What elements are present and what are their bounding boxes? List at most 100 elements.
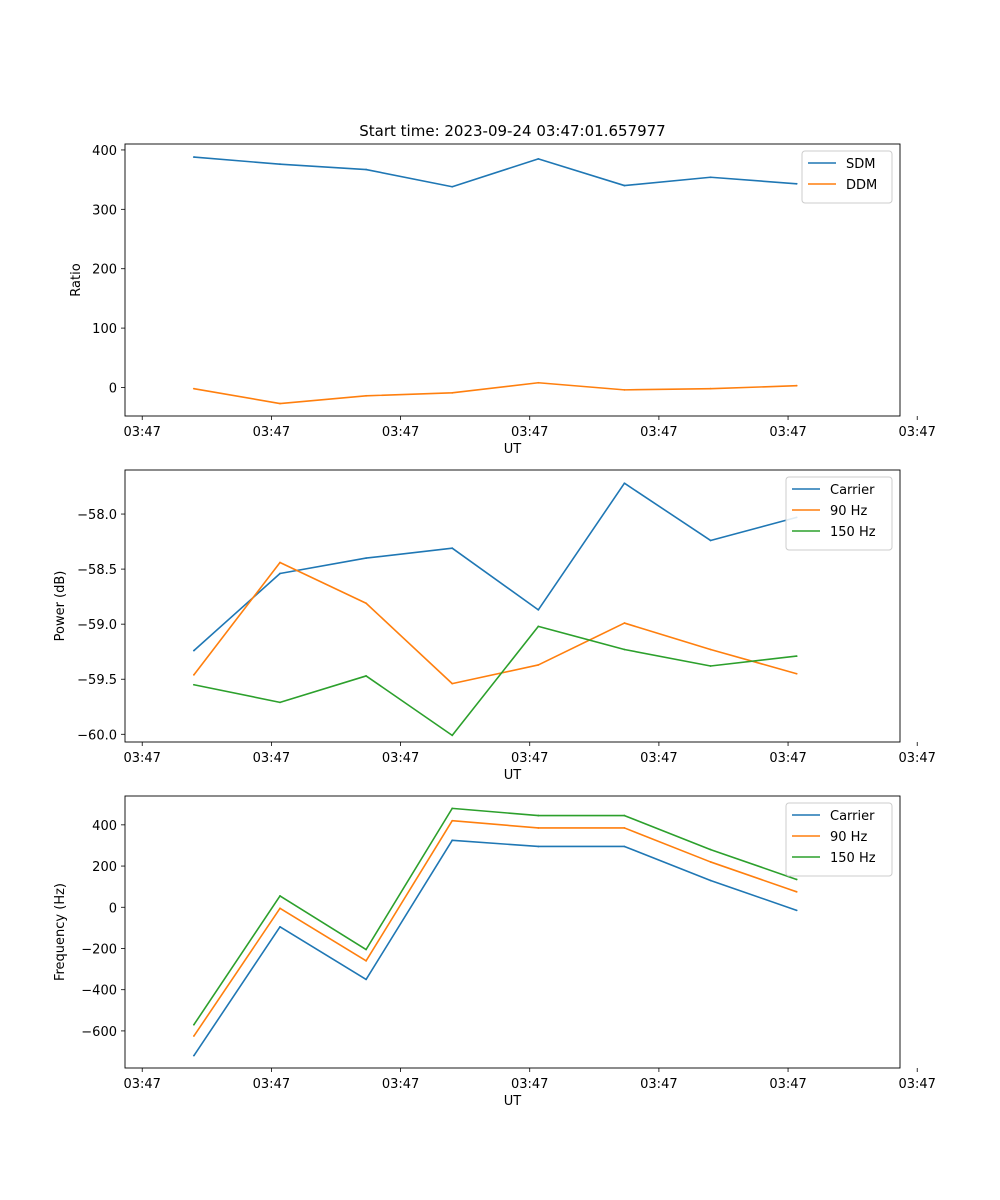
axes-frame — [124, 143, 901, 417]
data-point-150-hz — [795, 655, 798, 658]
data-point-ddm — [623, 388, 626, 391]
x-tick-label: 03:47 — [123, 1077, 160, 1092]
data-point-150-hz — [795, 878, 798, 881]
data-point-150-hz — [365, 948, 368, 951]
x-tick-label: 03:47 — [253, 1077, 290, 1092]
data-point-sdm — [537, 157, 540, 160]
x-tick-label: 03:47 — [769, 751, 806, 766]
data-point-ddm — [192, 387, 195, 390]
legend-label: Carrier — [830, 809, 875, 824]
data-point-90-hz — [365, 602, 368, 605]
chart-panel-2: 03:47 03:47 03:47 03:47 03:47 03:47 03:47 −60.0… — [53, 469, 936, 783]
axes-frame — [124, 469, 901, 743]
x-tick-label: 03:47 — [382, 751, 419, 766]
data-point-150-hz — [537, 814, 540, 817]
data-point-90-hz — [623, 827, 626, 829]
data-point-150-hz — [623, 814, 626, 817]
series-line-carrier — [193, 482, 797, 652]
data-point-carrier — [795, 909, 798, 912]
data-point-150-hz — [451, 734, 454, 737]
data-point-carrier — [709, 539, 712, 542]
data-point-sdm — [451, 185, 454, 188]
data-point-sdm — [365, 168, 368, 171]
figure-title: Start time: 2023-09-24 03:47:01.657977 — [359, 122, 665, 140]
data-point-carrier — [279, 572, 281, 575]
series-line-carrier — [193, 839, 797, 1057]
y-tick-label: 0 — [109, 381, 117, 396]
data-point-90-hz — [451, 682, 454, 685]
data-point-ddm — [365, 394, 368, 397]
x-tick-label: 03:47 — [640, 425, 677, 440]
x-tick-label: 03:47 — [898, 425, 935, 440]
data-point-90-hz — [192, 673, 195, 676]
x-tick-label: 03:47 — [640, 1077, 677, 1092]
data-point-carrier — [365, 978, 368, 981]
data-point-150-hz — [279, 895, 281, 897]
x-axis-label: UT — [504, 1094, 522, 1109]
x-axis-label: UT — [504, 442, 522, 457]
legend: Carrier 90 Hz 150 Hz — [785, 476, 893, 551]
x-axis-label: UT — [504, 768, 522, 783]
data-point-ddm — [537, 381, 540, 384]
data-point-90-hz — [365, 959, 368, 962]
data-point-ddm — [279, 402, 281, 405]
legend: Carrier 90 Hz 150 Hz — [785, 802, 893, 877]
data-point-carrier — [279, 925, 281, 928]
x-tick-label: 03:47 — [382, 1077, 419, 1092]
data-point-150-hz — [365, 675, 368, 677]
series-line-ddm — [193, 381, 797, 405]
axes-frame — [124, 795, 901, 1069]
series-line-90-hz — [193, 561, 797, 685]
legend-label: 90 Hz — [830, 504, 867, 519]
data-point-carrier — [537, 845, 540, 848]
x-tick-label: 03:47 — [898, 1077, 935, 1092]
data-point-90-hz — [451, 819, 454, 822]
data-point-90-hz — [279, 907, 281, 910]
x-tick-label: 03:47 — [253, 425, 290, 440]
y-tick-label: 0 — [109, 901, 117, 916]
y-tick-label: −200 — [81, 942, 117, 957]
y-tick-label: 200 — [92, 263, 117, 278]
y-tick-label: −58.0 — [77, 508, 117, 523]
data-point-sdm — [709, 176, 712, 179]
y-tick-label: −400 — [81, 984, 117, 999]
data-point-150-hz — [537, 625, 540, 628]
legend-label: 150 Hz — [830, 851, 876, 866]
legend-label: 90 Hz — [830, 830, 867, 845]
y-tick-label: 400 — [92, 819, 117, 834]
legend-label: DDM — [846, 178, 877, 193]
y-tick-label: −59.5 — [77, 673, 117, 688]
y-tick-label: 300 — [92, 203, 117, 218]
data-point-90-hz — [623, 622, 626, 624]
y-tick-label: 400 — [92, 144, 117, 159]
data-point-150-hz — [192, 1023, 195, 1026]
y-axis-label: Power (dB) — [53, 571, 68, 642]
data-point-carrier — [192, 1054, 195, 1057]
data-point-sdm — [795, 182, 798, 185]
y-tick-label: −600 — [81, 1025, 117, 1040]
data-point-150-hz — [709, 848, 712, 851]
chart-panel-3: 03:47 03:47 03:47 03:47 03:47 03:47 03:47 −600 −… — [53, 795, 936, 1109]
data-point-ddm — [795, 384, 798, 387]
x-tick-label: 03:47 — [769, 1077, 806, 1092]
data-point-90-hz — [279, 561, 281, 564]
data-point-150-hz — [192, 683, 195, 686]
y-tick-label: 200 — [92, 860, 117, 875]
series-line-150-hz — [193, 625, 797, 737]
data-point-carrier — [365, 557, 368, 559]
data-point-150-hz — [451, 807, 454, 810]
y-axis-label: Frequency (Hz) — [53, 883, 68, 981]
series-line-sdm — [193, 156, 797, 188]
x-tick-label: 03:47 — [769, 425, 806, 440]
data-point-carrier — [623, 845, 626, 848]
data-point-ddm — [709, 387, 712, 390]
x-tick-label: 03:47 — [511, 751, 548, 766]
data-point-sdm — [192, 156, 195, 158]
x-tick-label: 03:47 — [640, 751, 677, 766]
data-point-90-hz — [537, 664, 540, 666]
x-tick-label: 03:47 — [123, 751, 160, 766]
data-point-carrier — [451, 547, 454, 550]
legend: SDM DDM — [801, 150, 893, 204]
data-point-sdm — [623, 184, 626, 187]
